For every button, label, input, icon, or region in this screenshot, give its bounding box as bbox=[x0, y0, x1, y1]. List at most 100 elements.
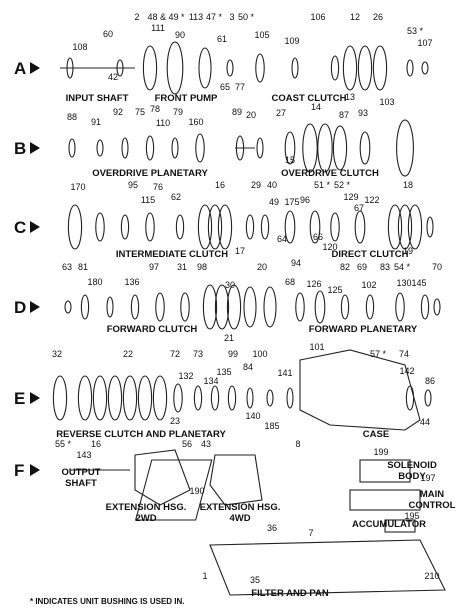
callout: 31 bbox=[177, 262, 187, 272]
row-arrow bbox=[30, 464, 40, 476]
callout: 143 bbox=[76, 450, 91, 460]
callout: 190 bbox=[189, 486, 204, 496]
callout: 126 bbox=[306, 279, 321, 289]
part bbox=[420, 294, 430, 320]
case bbox=[299, 349, 421, 431]
row-arrow bbox=[30, 221, 40, 233]
callout: 90 bbox=[175, 30, 185, 40]
callout: 94 bbox=[291, 258, 301, 268]
callout: 120 bbox=[322, 242, 337, 252]
part bbox=[330, 212, 340, 242]
part bbox=[407, 204, 423, 250]
callout: 61 bbox=[217, 34, 227, 44]
callout: 12 bbox=[350, 12, 360, 22]
callout: 145 bbox=[411, 278, 426, 288]
callout: 52 * bbox=[334, 180, 351, 190]
part bbox=[396, 119, 414, 177]
callout: 96 bbox=[300, 195, 310, 205]
callout: 199 bbox=[373, 447, 388, 457]
part bbox=[197, 204, 213, 250]
callout: 74 bbox=[399, 349, 409, 359]
callout: 66 bbox=[313, 232, 323, 242]
part bbox=[284, 131, 296, 165]
callout: 129 bbox=[343, 192, 358, 202]
callout: 43 bbox=[201, 439, 211, 449]
callout: 67 bbox=[354, 203, 364, 213]
callout: 19 bbox=[403, 246, 413, 256]
callout: 16 bbox=[91, 439, 101, 449]
row-letter: A bbox=[14, 59, 26, 78]
callout: 170 bbox=[70, 182, 85, 192]
part bbox=[137, 375, 153, 421]
section-label: 4WD bbox=[229, 513, 250, 524]
callout: 18 bbox=[403, 180, 413, 190]
callout: 30 bbox=[225, 280, 235, 290]
callout: 91 bbox=[91, 117, 101, 127]
section-label: FORWARD CLUTCH bbox=[107, 324, 198, 335]
part bbox=[246, 387, 254, 409]
part bbox=[67, 204, 83, 250]
section-label: 2WD bbox=[135, 513, 156, 524]
callout: 87 bbox=[339, 110, 349, 120]
part bbox=[64, 300, 72, 314]
part bbox=[207, 204, 223, 250]
callout: 77 bbox=[235, 82, 245, 92]
callout: 63 bbox=[62, 262, 72, 272]
callout: 95 bbox=[128, 180, 138, 190]
callout: 160 bbox=[188, 117, 203, 127]
callout: 2 bbox=[134, 12, 139, 22]
callout: 13 bbox=[345, 92, 355, 102]
section-label: FILTER AND PAN bbox=[251, 588, 329, 599]
section-label: FRONT PUMP bbox=[155, 93, 218, 104]
callout: 109 bbox=[284, 36, 299, 46]
part bbox=[226, 284, 242, 330]
section-label: BODY bbox=[398, 471, 426, 482]
part bbox=[387, 204, 403, 250]
callout: 27 bbox=[276, 108, 286, 118]
callout: 70 bbox=[432, 262, 442, 272]
part bbox=[95, 212, 105, 242]
section-label: COAST CLUTCH bbox=[272, 93, 347, 104]
part bbox=[210, 385, 220, 411]
part bbox=[130, 294, 140, 320]
part bbox=[155, 292, 165, 322]
callout: 83 bbox=[380, 262, 390, 272]
section-label: EXTENSION HSG. bbox=[200, 502, 281, 513]
part bbox=[173, 383, 183, 413]
callout: 106 bbox=[310, 12, 325, 22]
ext-housing-4wd bbox=[209, 454, 263, 506]
part bbox=[330, 55, 340, 81]
callout: 98 bbox=[197, 262, 207, 272]
callout: 47 * bbox=[206, 12, 223, 22]
part bbox=[295, 292, 305, 322]
callout: 3 bbox=[229, 12, 234, 22]
part bbox=[52, 375, 68, 421]
callout: 197 bbox=[420, 473, 435, 483]
part bbox=[121, 137, 129, 159]
part bbox=[198, 47, 212, 89]
part bbox=[266, 389, 274, 407]
row-arrow bbox=[30, 301, 40, 313]
callout: 56 bbox=[182, 439, 192, 449]
section-label: OVERDRIVE CLUTCH bbox=[281, 168, 379, 179]
section-label: SHAFT bbox=[65, 478, 97, 489]
part bbox=[202, 284, 218, 330]
part bbox=[284, 210, 296, 244]
callout: 110 bbox=[156, 118, 170, 128]
callout: 20 bbox=[257, 262, 267, 272]
section-label: CASE bbox=[363, 429, 389, 440]
callout: 60 bbox=[103, 29, 113, 39]
part bbox=[145, 212, 155, 242]
pan bbox=[209, 539, 446, 596]
part bbox=[180, 292, 190, 322]
callout: 78 bbox=[150, 104, 160, 114]
callout: 99 bbox=[228, 349, 238, 359]
part bbox=[142, 45, 158, 91]
part bbox=[122, 375, 138, 421]
callout: 51 * bbox=[314, 180, 331, 190]
section-label: REVERSE CLUTCH AND PLANETARY bbox=[56, 429, 226, 440]
section-label: OVERDRIVE PLANETARY bbox=[92, 168, 208, 179]
part bbox=[372, 45, 388, 91]
callout: 82 bbox=[340, 262, 350, 272]
